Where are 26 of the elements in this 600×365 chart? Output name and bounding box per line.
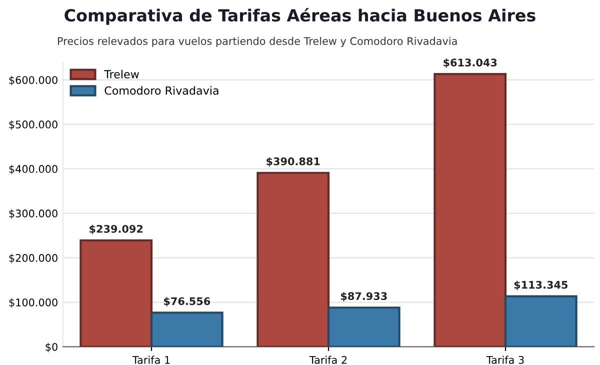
data-label: $76.556 [164, 297, 210, 307]
x-tick-label: Tarifa 2 [309, 356, 347, 364]
data-label: $613.043 [444, 58, 497, 68]
x-tick-label: Tarifa 3 [486, 356, 524, 364]
bar [434, 72, 507, 347]
y-tick-label: $500.000 [9, 120, 58, 130]
y-tick-label: $0 [46, 342, 58, 352]
y-tick-label: $300.000 [9, 209, 58, 219]
legend-label: Trelew [104, 70, 139, 78]
bar [150, 312, 224, 347]
data-label: $390.881 [266, 157, 320, 167]
bar [80, 239, 153, 347]
bar [504, 295, 578, 347]
y-tick-label: $200.000 [9, 254, 58, 264]
data-label: $239.092 [90, 224, 143, 234]
y-tick-label: $400.000 [9, 164, 58, 174]
bar [256, 172, 330, 347]
legend-label: Comodoro Rivadavia [104, 86, 218, 95]
chart-subtitle: Precios relevados para vuelos partiendo desde Trelew y Comodoro Rivadavia [58, 36, 457, 48]
data-label: $87.933 [340, 292, 387, 302]
bar [327, 306, 400, 347]
chart-title: Comparativa de Tarifas Aéreas hacia Buenos Aires [64, 8, 536, 25]
data-label: $113.345 [514, 280, 568, 290]
y-tick-label: $100.000 [9, 298, 58, 308]
x-tick-label: Tarifa 1 [132, 356, 170, 364]
y-tick-label: $600.000 [9, 76, 58, 86]
